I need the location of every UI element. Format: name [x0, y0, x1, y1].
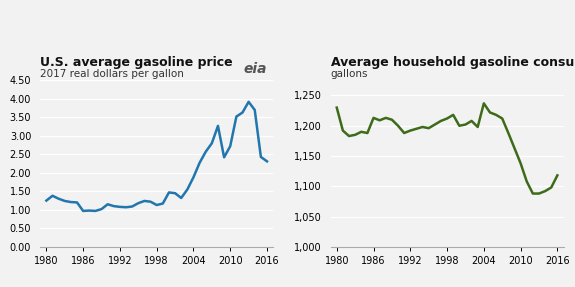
- Text: Average household gasoline consumption: Average household gasoline consumption: [331, 56, 575, 69]
- Text: eia: eia: [244, 62, 267, 76]
- Text: U.S. average gasoline price: U.S. average gasoline price: [40, 56, 233, 69]
- Text: gallons: gallons: [331, 69, 368, 79]
- Text: 2017 real dollars per gallon: 2017 real dollars per gallon: [40, 69, 184, 79]
